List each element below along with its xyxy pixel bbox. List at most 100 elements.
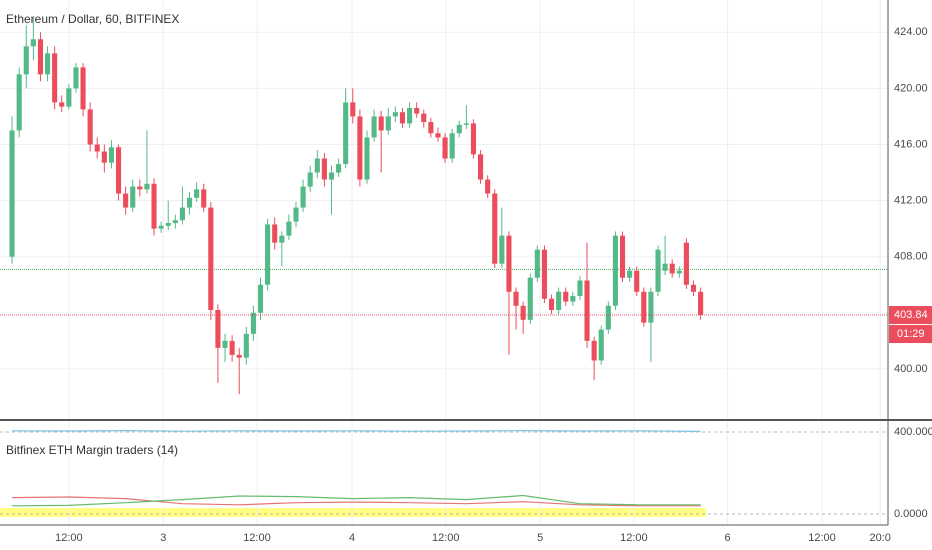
candle-body bbox=[357, 116, 363, 180]
candle-body bbox=[158, 225, 164, 229]
candle-body bbox=[115, 147, 122, 194]
candle-body bbox=[144, 183, 150, 190]
grid bbox=[0, 0, 888, 525]
candle-body bbox=[577, 280, 583, 296]
candle-body bbox=[478, 154, 484, 180]
x-tick-label: 12:00 bbox=[55, 532, 83, 544]
candle-body bbox=[350, 102, 356, 117]
indicator-line bbox=[12, 429, 701, 432]
candle-body bbox=[9, 130, 15, 257]
candle-body bbox=[293, 207, 299, 222]
y-tick-label: 400.00 bbox=[894, 363, 928, 375]
candle-body bbox=[449, 133, 455, 159]
candle-body bbox=[364, 137, 370, 180]
candle-body bbox=[52, 53, 58, 103]
candle-body bbox=[73, 67, 79, 89]
candle-body bbox=[300, 186, 306, 208]
candle-body bbox=[279, 235, 285, 243]
x-tick-label: 5 bbox=[537, 532, 543, 544]
candle-body bbox=[513, 291, 519, 306]
candle-body bbox=[336, 164, 342, 173]
y-tick-label: 400.0000 bbox=[894, 426, 932, 438]
candle-body bbox=[378, 116, 384, 131]
candle-body bbox=[87, 109, 93, 145]
candle-body bbox=[570, 295, 576, 302]
candle-body bbox=[612, 235, 618, 306]
y-tick-label: 420.00 bbox=[894, 82, 928, 94]
candle-body bbox=[59, 102, 65, 107]
y-tick-label: 412.00 bbox=[894, 194, 928, 206]
candle-body bbox=[123, 193, 129, 208]
candle-body bbox=[463, 123, 469, 125]
candle-body bbox=[485, 179, 491, 194]
x-tick-label: 12:00 bbox=[243, 532, 271, 544]
candle-body bbox=[165, 223, 171, 226]
candle-body bbox=[222, 340, 228, 348]
candle-body bbox=[321, 158, 327, 180]
candle-body bbox=[499, 235, 505, 264]
x-tick-label: 3 bbox=[160, 532, 166, 544]
candle-body bbox=[676, 270, 682, 274]
candle-body bbox=[690, 284, 697, 292]
candle-body bbox=[414, 108, 420, 114]
countdown-tag bbox=[889, 325, 932, 344]
candle-body bbox=[428, 122, 434, 134]
candle-body bbox=[541, 249, 547, 299]
candle-body bbox=[641, 291, 647, 323]
y-tick-label: 408.00 bbox=[894, 251, 928, 263]
candle-body bbox=[399, 112, 406, 124]
candle-body bbox=[108, 147, 114, 163]
candle-body bbox=[30, 39, 36, 47]
candle-body bbox=[584, 280, 590, 341]
candle-body bbox=[229, 340, 235, 355]
candle-body bbox=[343, 102, 349, 165]
candle-body bbox=[94, 144, 100, 152]
candle-body bbox=[314, 158, 320, 173]
candle-body bbox=[655, 249, 661, 292]
x-tick-label: 6 bbox=[725, 532, 731, 544]
candle-body bbox=[407, 108, 413, 124]
candle-body bbox=[243, 333, 249, 358]
candle-body bbox=[520, 305, 526, 320]
x-tick-label: 20:0 bbox=[869, 532, 890, 544]
candle-body bbox=[236, 354, 242, 358]
candle-body bbox=[208, 207, 214, 310]
candle-body bbox=[385, 116, 391, 131]
signal-band bbox=[0, 508, 706, 517]
candle-body bbox=[619, 235, 626, 278]
candle-body bbox=[80, 67, 86, 110]
candle-body bbox=[627, 270, 633, 278]
indicator-line bbox=[12, 494, 701, 507]
candle-body bbox=[392, 112, 398, 117]
chart-title: Ethereum / Dollar, 60, BITFINEX bbox=[6, 12, 179, 26]
candle-body bbox=[37, 39, 44, 75]
candle-body bbox=[698, 291, 704, 316]
candle-body bbox=[421, 113, 427, 123]
candle-body bbox=[669, 263, 675, 274]
candle-body bbox=[215, 309, 221, 348]
candle-body bbox=[591, 340, 597, 361]
y-tick-label: 0.0000 bbox=[894, 508, 928, 520]
x-tick-label: 4 bbox=[349, 532, 355, 544]
candle-body bbox=[16, 74, 22, 131]
price-tag-label: 403.84 bbox=[894, 309, 928, 321]
candle-body bbox=[328, 172, 335, 180]
candle-body bbox=[456, 124, 462, 134]
x-tick-label: 12:00 bbox=[808, 532, 836, 544]
candle-body bbox=[45, 53, 51, 75]
candle-body bbox=[648, 291, 654, 323]
y-tick-label: 424.00 bbox=[894, 26, 928, 38]
candle-body bbox=[66, 88, 72, 107]
price-tag bbox=[889, 306, 932, 325]
candle-body bbox=[598, 329, 604, 361]
candle-body bbox=[286, 221, 292, 236]
candle-body bbox=[101, 151, 107, 163]
indicator-line bbox=[12, 496, 701, 507]
candle-body bbox=[130, 186, 136, 208]
candle-body bbox=[257, 284, 264, 313]
candle-body bbox=[250, 312, 256, 334]
candle-body bbox=[634, 270, 640, 292]
candle-body bbox=[265, 224, 271, 285]
